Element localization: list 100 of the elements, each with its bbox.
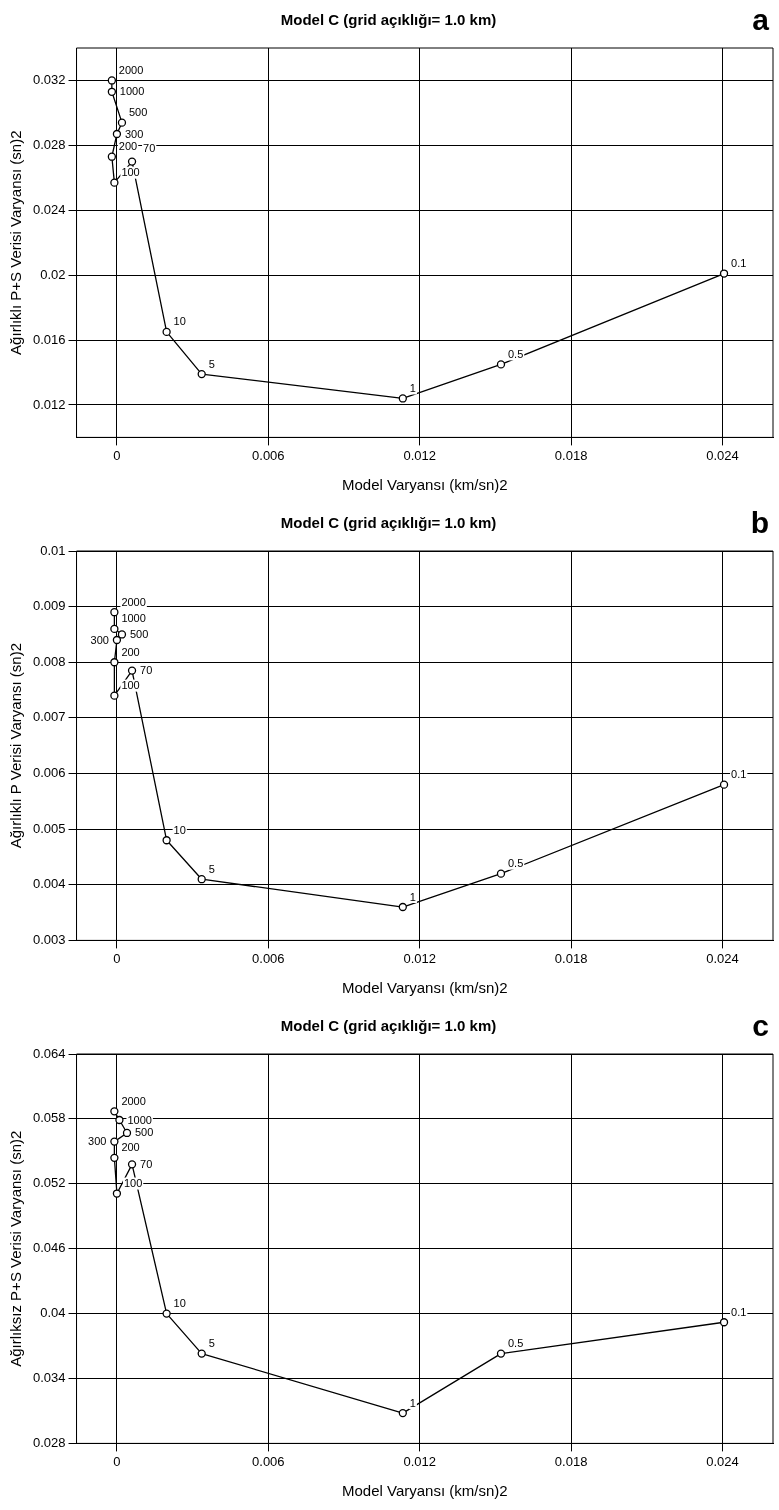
point [110,608,119,617]
x-tick-label: 0.006 [252,1453,285,1469]
y-tick-label: 0.009 [32,598,66,614]
y-tick-label: 0.046 [32,1240,66,1256]
annotation: 300 [90,633,109,646]
point [110,658,119,667]
text: c [752,1009,769,1042]
annotation: 0.5 [507,347,524,360]
annotation: 5 [208,862,215,875]
text: b [750,506,769,539]
y-tick-label: 0.058 [32,1110,66,1126]
y-tick-label: 0.028 [32,136,66,152]
point [110,691,119,700]
annotation: 10 [173,315,186,328]
point [719,780,729,789]
point [127,666,137,675]
annotation: 100 [121,679,140,692]
x-tick-label: 0 [113,1453,121,1469]
point [112,129,122,139]
x-tick-label: 0.024 [706,1453,739,1469]
y-axis-title: Ağırlıklı P Verisi Varyansı (sn)2 [7,643,25,849]
point [112,1189,122,1198]
annotation: 0.1 [731,1305,747,1318]
annotation: 1000 [121,612,146,625]
annotation: 300 [88,1135,107,1148]
annotation: 1000 [127,1113,152,1126]
point [110,1137,119,1146]
x-tick-label: 0 [113,447,121,463]
annotation: 500 [128,106,148,119]
x-axis-title: Model Varyansı (km/sn)2 [341,476,508,494]
x-tick-label: 0.006 [252,950,285,966]
y-tick-label: 0.012 [32,396,66,412]
annotation: 1 [409,381,416,394]
annotation: 100 [123,1177,143,1190]
x-tick-label: 0.012 [403,1453,436,1469]
point [162,1309,171,1318]
annotation: 100 [121,166,140,179]
point [719,269,729,278]
point [115,1115,124,1125]
point [496,360,506,369]
annotation: 1 [409,890,416,903]
point [398,1408,407,1418]
point [110,1153,119,1162]
annotation: 300 [124,127,144,140]
point [127,1160,137,1169]
x-tick-label: 0.018 [554,1453,588,1469]
x-tick-label: 0.006 [252,447,285,463]
point [117,118,127,127]
point [719,1318,729,1327]
y-tick-label: 0.016 [32,331,66,347]
y-tick-label: 0.005 [32,820,66,836]
annotation: 200 [121,1141,140,1154]
point [496,1349,506,1358]
y-tick-label: 0.01 [40,542,66,558]
annotation: 70 [143,142,156,155]
x-tick-label: 0.018 [554,447,588,463]
annotation: 500 [129,627,149,640]
point [127,157,137,166]
annotation: 2000 [118,63,144,76]
point [117,630,127,639]
annotation: 0.1 [731,768,747,781]
annotation: 5 [208,357,215,370]
point [197,369,206,379]
annotation: 10 [173,1297,186,1310]
x-tick-label: 0 [113,950,121,966]
y-tick-label: 0.052 [32,1175,66,1191]
annotation: 1 [409,1396,416,1409]
chart-title: Model C (grid açıklığı= 1.0 km) [280,514,497,532]
y-tick-label: 0.007 [32,709,66,725]
chart-title: Model C (grid açıklığı= 1.0 km) [280,11,497,29]
point [496,869,506,878]
point [110,178,119,187]
y-tick-label: 0.032 [32,72,66,88]
y-tick-label: 0.003 [32,931,66,947]
point [398,902,407,912]
y-tick-label: 0.064 [32,1045,66,1061]
annotation: 2000 [121,595,146,608]
point [110,1107,119,1116]
annotation: 0.5 [507,857,524,870]
point [122,1128,132,1138]
x-axis-title: Model Varyansı (km/sn)2 [341,979,508,997]
x-tick-label: 0.024 [706,447,739,463]
y-tick-label: 0.034 [32,1370,66,1386]
y-tick-label: 0.004 [32,876,66,892]
annotation: 1000 [119,85,145,98]
point [162,327,171,337]
y-tick-label: 0.028 [32,1434,66,1450]
x-tick-label: 0.018 [554,950,588,966]
point [107,152,117,161]
x-axis-title: Model Varyansı (km/sn)2 [341,1482,508,1500]
point [110,624,119,634]
point [197,1349,206,1358]
x-tick-label: 0.024 [706,950,739,966]
point [398,394,407,403]
annotation: 200 [118,140,138,153]
annotation: 5 [208,1337,215,1350]
x-tick-label: 0.012 [403,950,436,966]
annotation: 70 [140,1157,153,1170]
annotation: 2000 [121,1094,146,1107]
annotation: 0.5 [507,1337,524,1350]
